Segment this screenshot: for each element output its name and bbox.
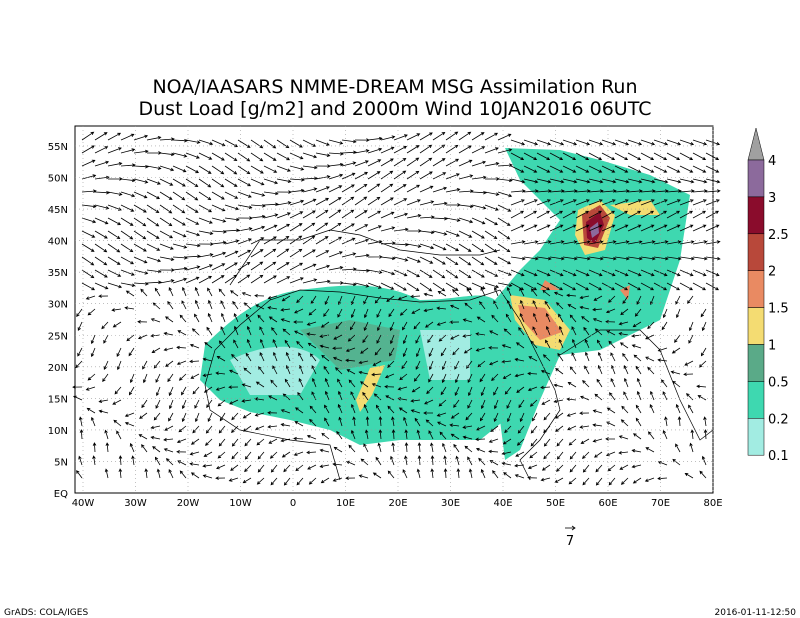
title-line: NOA/IAASARS NMME-DREAM MSG Assimilation …	[152, 76, 637, 98]
colorbar-segment	[747, 307, 765, 345]
lat-label: 25N	[48, 331, 68, 342]
lon-label: 0	[290, 498, 296, 509]
lon-label: 30E	[441, 498, 460, 509]
lat-label: 30N	[48, 300, 68, 311]
colorbar-segment	[747, 418, 765, 456]
lon-label: 30W	[124, 498, 147, 509]
lat-label: 20N	[48, 363, 68, 374]
colorbar-label: 0.2	[768, 412, 789, 427]
colorbar-label: 0.5	[768, 375, 789, 390]
wind-arrows	[72, 131, 721, 486]
lat-label: 10N	[48, 426, 68, 437]
map-frame	[74, 125, 714, 494]
lon-label: 10E	[336, 498, 355, 509]
lon-label: 40E	[493, 498, 512, 509]
coastlines	[204, 229, 714, 481]
colorbar-segment	[747, 344, 765, 382]
colorbar-label: 4	[768, 154, 776, 169]
lat-label: 55N	[48, 142, 68, 153]
colorbar-label: 2	[768, 265, 776, 280]
colorbar-label: 1	[768, 339, 776, 354]
wind-vectors	[72, 131, 721, 486]
colorbar-label: 2.5	[768, 228, 789, 243]
footer-right: 2016-01-11-12:50	[715, 608, 797, 618]
colorbar-segment	[747, 381, 765, 419]
colorbar-segment	[747, 233, 765, 271]
lon-label: 40W	[72, 498, 95, 509]
lon-label: 60E	[598, 498, 617, 509]
lon-label: 20E	[388, 498, 407, 509]
lat-label: 35N	[48, 268, 68, 279]
colorbar-segment	[747, 270, 765, 308]
lon-label: 80E	[703, 498, 722, 509]
colorbar-triangle	[747, 127, 765, 161]
lat-label: 40N	[48, 237, 68, 248]
colorbar-label: 0.1	[768, 449, 789, 464]
colorbar-segment	[747, 159, 765, 198]
colorbar-segment	[747, 196, 765, 235]
lat-label: EQ	[54, 489, 68, 500]
footer-left: GrADS: COLA/IGES	[4, 608, 88, 618]
lon-label: 70E	[651, 498, 670, 509]
lat-label: 45N	[48, 205, 68, 216]
lon-label: 20W	[177, 498, 200, 509]
lon-label: 10W	[229, 498, 252, 509]
lat-label: 15N	[48, 394, 68, 405]
colorbar-label: 1.5	[768, 302, 789, 317]
lon-label: 50E	[546, 498, 565, 509]
colorbar-label: 3	[768, 191, 776, 206]
vector-scale-label: 7	[566, 534, 574, 549]
lat-label: 5N	[54, 457, 68, 468]
vector-reference: 7	[565, 525, 576, 549]
title-line: Dust Load [g/m2] and 2000m Wind 10JAN201…	[139, 98, 652, 120]
lat-label: 50N	[48, 174, 68, 185]
